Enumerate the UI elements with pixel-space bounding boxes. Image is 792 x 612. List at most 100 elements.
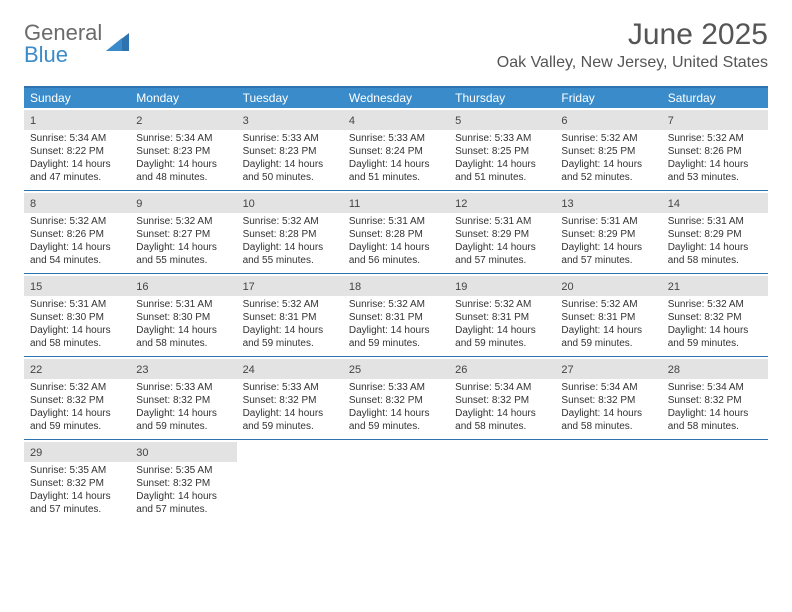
week-row: 8Sunrise: 5:32 AMSunset: 8:26 PMDaylight…	[24, 191, 768, 274]
daylight-text: and 54 minutes.	[30, 254, 124, 267]
daynum-row: 18	[343, 276, 449, 296]
daynum-row: 19	[449, 276, 555, 296]
day-cell: 25Sunrise: 5:33 AMSunset: 8:32 PMDayligh…	[343, 357, 449, 439]
daylight-text: Daylight: 14 hours	[561, 241, 655, 254]
daylight-text: and 58 minutes.	[668, 254, 762, 267]
daylight-text: Daylight: 14 hours	[668, 158, 762, 171]
daylight-text: Daylight: 14 hours	[668, 324, 762, 337]
day-number: 29	[30, 447, 42, 459]
daynum-row: 4	[343, 110, 449, 130]
daylight-text: Daylight: 14 hours	[243, 158, 337, 171]
day-number: 23	[136, 364, 148, 376]
daylight-text: and 58 minutes.	[30, 337, 124, 350]
day-cell: 4Sunrise: 5:33 AMSunset: 8:24 PMDaylight…	[343, 108, 449, 190]
day-cell: 26Sunrise: 5:34 AMSunset: 8:32 PMDayligh…	[449, 357, 555, 439]
sunrise-text: Sunrise: 5:32 AM	[30, 215, 124, 228]
sunset-text: Sunset: 8:23 PM	[243, 145, 337, 158]
dow-label: Tuesday	[237, 88, 343, 108]
sunrise-text: Sunrise: 5:33 AM	[243, 132, 337, 145]
sunset-text: Sunset: 8:32 PM	[136, 394, 230, 407]
sunrise-text: Sunrise: 5:31 AM	[561, 215, 655, 228]
weeks-container: 1Sunrise: 5:34 AMSunset: 8:22 PMDaylight…	[24, 108, 768, 522]
daylight-text: and 59 minutes.	[30, 420, 124, 433]
daylight-text: Daylight: 14 hours	[349, 407, 443, 420]
daynum-row: 16	[130, 276, 236, 296]
daylight-text: and 48 minutes.	[136, 171, 230, 184]
daylight-text: Daylight: 14 hours	[30, 407, 124, 420]
sunset-text: Sunset: 8:26 PM	[668, 145, 762, 158]
empty-cell	[662, 440, 768, 522]
daynum-row: 5	[449, 110, 555, 130]
sunrise-text: Sunrise: 5:33 AM	[455, 132, 549, 145]
day-cell: 6Sunrise: 5:32 AMSunset: 8:25 PMDaylight…	[555, 108, 661, 190]
daynum-row: 26	[449, 359, 555, 379]
sunrise-text: Sunrise: 5:31 AM	[136, 298, 230, 311]
day-number: 21	[668, 281, 680, 293]
sunset-text: Sunset: 8:30 PM	[136, 311, 230, 324]
empty-cell	[237, 440, 343, 522]
sunset-text: Sunset: 8:31 PM	[243, 311, 337, 324]
sunrise-text: Sunrise: 5:32 AM	[668, 298, 762, 311]
daynum-row: 17	[237, 276, 343, 296]
title-block: June 2025 Oak Valley, New Jersey, United…	[497, 18, 768, 72]
daylight-text: Daylight: 14 hours	[136, 241, 230, 254]
daynum-row: 10	[237, 193, 343, 213]
day-number: 22	[30, 364, 42, 376]
sunrise-text: Sunrise: 5:35 AM	[30, 464, 124, 477]
sunrise-text: Sunrise: 5:32 AM	[561, 132, 655, 145]
dow-label: Sunday	[24, 88, 130, 108]
sunrise-text: Sunrise: 5:33 AM	[136, 381, 230, 394]
sunset-text: Sunset: 8:32 PM	[349, 394, 443, 407]
day-cell: 7Sunrise: 5:32 AMSunset: 8:26 PMDaylight…	[662, 108, 768, 190]
daylight-text: and 56 minutes.	[349, 254, 443, 267]
dow-label: Thursday	[449, 88, 555, 108]
day-number: 10	[243, 198, 255, 210]
week-row: 15 Sunrise: 5:31 AMSunset: 8:30 PM Dayligh…	[24, 274, 768, 357]
daylight-text: and 55 minutes.	[136, 254, 230, 267]
sunset-text: Sunset: 8:29 PM	[668, 228, 762, 241]
sunrise-text: Sunrise: 5:32 AM	[561, 298, 655, 311]
daylight-text: and 53 minutes.	[668, 171, 762, 184]
dow-label: Friday	[555, 88, 661, 108]
sunrise-text: Sunrise: 5:31 AM	[668, 215, 762, 228]
day-cell: 3 Sunrise: 5:33 AMSunset: 8:23 PMDaylight…	[237, 108, 343, 190]
daylight-text: Daylight: 14 hours	[30, 490, 124, 503]
day-cell: 22Sunrise: 5:32 AMSunset: 8:32 PMDayligh…	[24, 357, 130, 439]
daylight-text: and 59 minutes.	[561, 337, 655, 350]
daylight-text: Daylight: 14 hours	[349, 241, 443, 254]
sunset-text: Sunset: 8:25 PM	[561, 145, 655, 158]
daylight-text: Daylight: 14 hours	[30, 158, 124, 171]
day-number: 19	[455, 281, 467, 293]
day-cell: 17Sunrise: 5:32 AMSunset: 8:31 PMDayligh…	[237, 274, 343, 356]
daynum-row: 20	[555, 276, 661, 296]
sunrise-text: Sunrise: 5:31 AM	[349, 215, 443, 228]
logo-word-blue: Blue	[24, 42, 68, 67]
sunset-text: Sunset: 8:32 PM	[30, 477, 124, 490]
daylight-text: Daylight: 14 hours	[455, 241, 549, 254]
day-number: 15	[30, 281, 42, 293]
day-number: 3	[243, 115, 249, 127]
day-number: 8	[30, 198, 36, 210]
daylight-text: and 51 minutes.	[349, 171, 443, 184]
daynum-row: 29	[24, 442, 130, 462]
month-title: June 2025	[497, 18, 768, 52]
daynum-row: 27	[555, 359, 661, 379]
sunset-text: Sunset: 8:32 PM	[243, 394, 337, 407]
daylight-text: Daylight: 14 hours	[136, 158, 230, 171]
daylight-text: Daylight: 14 hours	[561, 158, 655, 171]
day-cell: 2Sunrise: 5:34 AMSunset: 8:23 PMDaylight…	[130, 108, 236, 190]
daylight-text: and 59 minutes.	[136, 420, 230, 433]
daylight-text: and 58 minutes.	[136, 337, 230, 350]
logo-triangle-icon	[106, 31, 132, 58]
logo: General Blue	[24, 22, 132, 66]
daynum-row: 25	[343, 359, 449, 379]
logo-text: General Blue	[24, 22, 102, 66]
day-cell: 15Sunrise: 5:31 AMSunset: 8:30 PMDayligh…	[24, 274, 130, 356]
day-number: 26	[455, 364, 467, 376]
empty-cell	[449, 440, 555, 522]
daynum-row: 2	[130, 110, 236, 130]
daylight-text: and 59 minutes.	[668, 337, 762, 350]
daynum-row: 12	[449, 193, 555, 213]
day-number: 11	[349, 198, 360, 210]
sunrise-text: Sunrise: 5:32 AM	[136, 215, 230, 228]
